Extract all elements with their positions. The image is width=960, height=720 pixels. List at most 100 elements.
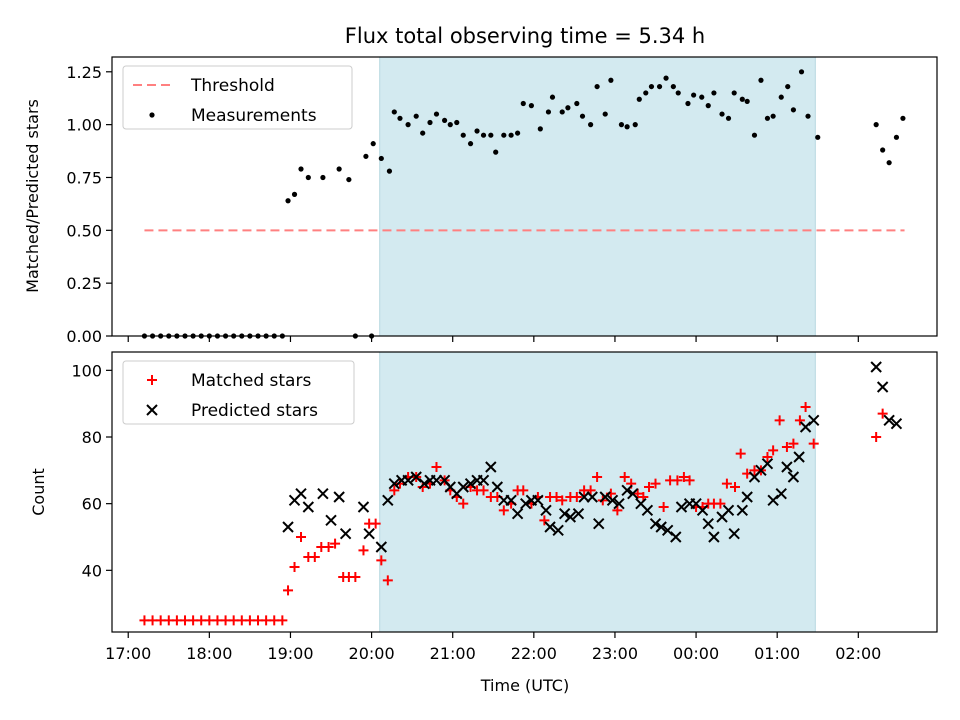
measurement-point xyxy=(624,124,630,130)
x-tick-label: 17:00 xyxy=(105,644,151,663)
predicted-star-point xyxy=(418,477,431,490)
matched-star-point xyxy=(376,555,387,566)
predicted-star-point xyxy=(876,381,889,393)
predicted-star-point xyxy=(572,507,585,520)
matched-star-point xyxy=(781,442,792,452)
y-tick-label: 0.00 xyxy=(66,327,102,346)
predicted-star-point xyxy=(532,494,544,507)
y-tick-label: 0.25 xyxy=(66,274,102,293)
matched-star-point xyxy=(715,498,726,509)
predicted-star-point xyxy=(586,491,598,503)
predicted-star-point xyxy=(544,521,556,533)
y-tick-label: 0.50 xyxy=(66,221,102,240)
x-tick-label: 18:00 xyxy=(186,644,232,663)
predicted-star-point xyxy=(606,494,619,507)
y-tick-label: 1.00 xyxy=(66,116,102,135)
measurement-point xyxy=(480,132,487,138)
predicted-star-point xyxy=(410,471,422,483)
matched-star-point xyxy=(389,485,400,496)
matched-star-point xyxy=(330,538,341,549)
x-tick-label: 02:00 xyxy=(835,644,881,663)
bottom-panel-y-axis-label: Count xyxy=(29,468,48,516)
predicted-star-point xyxy=(761,457,774,470)
matched-star-point xyxy=(350,572,361,582)
predicted-star-point xyxy=(661,524,674,537)
matched-star-point xyxy=(721,478,732,489)
predicted-star-point xyxy=(333,491,345,503)
predicted-star-point xyxy=(890,417,903,430)
matched-star-point xyxy=(289,562,300,572)
measurement-point xyxy=(880,147,886,153)
predicted-star-point xyxy=(767,494,779,507)
measurement-point xyxy=(441,117,448,124)
predicted-star-point xyxy=(511,507,524,520)
measurement-point xyxy=(886,160,892,166)
predicted-star-point xyxy=(295,487,307,500)
x-tick-label: 23:00 xyxy=(592,644,638,663)
matched-star-point xyxy=(458,498,469,509)
measurement-point xyxy=(537,126,543,132)
measurement-point xyxy=(336,166,342,172)
matched-star-point xyxy=(358,545,369,556)
series-predicted-stars xyxy=(282,361,903,553)
measurement-point xyxy=(725,115,732,121)
y-tick-label: 40 xyxy=(82,561,102,580)
matched-star-point xyxy=(382,575,393,586)
measurement-point xyxy=(391,109,397,115)
observing-window-span xyxy=(379,351,816,633)
measurement-point xyxy=(386,168,393,174)
predicted-star-point xyxy=(741,491,753,503)
measurement-point xyxy=(285,198,291,204)
predicted-star-point xyxy=(558,507,571,520)
measurement-point xyxy=(744,98,750,104)
measurement-point xyxy=(574,100,580,107)
matched-star-point xyxy=(632,488,643,499)
measurement-point xyxy=(501,132,507,138)
measurement-point xyxy=(815,134,821,140)
matched-star-point xyxy=(730,482,741,492)
measurement-point xyxy=(636,96,642,102)
measurement-point xyxy=(705,103,711,109)
predicted-star-point xyxy=(375,541,388,553)
measurement-point xyxy=(405,122,411,128)
matched-star-point xyxy=(478,485,489,496)
axes-frame xyxy=(111,351,938,633)
matched-star-point xyxy=(650,478,661,489)
measurement-point xyxy=(346,176,352,183)
matched-star-point xyxy=(323,542,334,552)
predicted-star-point xyxy=(564,511,577,523)
measurement-point xyxy=(691,92,697,98)
top-panel-y-axis-label: Matched/Predicted stars xyxy=(23,99,42,293)
predicted-star-point xyxy=(722,504,735,517)
y-tick-label: 0.75 xyxy=(66,168,102,187)
predicted-star-point xyxy=(613,497,625,510)
legend-label: Threshold xyxy=(190,76,275,96)
x-tick-label: 22:00 xyxy=(511,644,557,663)
predicted-star-point xyxy=(883,414,895,427)
measurement-point xyxy=(467,141,474,147)
predicted-star-point xyxy=(799,421,812,433)
measurement-point xyxy=(320,174,326,181)
predicted-star-point xyxy=(464,477,477,490)
predicted-star-point xyxy=(599,491,611,503)
predicted-star-point xyxy=(282,521,294,533)
measurement-point xyxy=(751,132,758,138)
observing-window-span xyxy=(379,56,816,337)
matched-star-point xyxy=(518,485,529,496)
predicted-star-point xyxy=(736,504,749,517)
predicted-star-point xyxy=(363,527,375,540)
measurement-point xyxy=(798,69,805,75)
matched-star-point xyxy=(735,448,746,459)
measurement-point xyxy=(675,90,681,96)
matched-star-point xyxy=(394,478,405,489)
chart-title: Flux total observing time = 5.34 h xyxy=(345,24,705,48)
predicted-star-point xyxy=(593,517,605,530)
predicted-star-point xyxy=(402,474,414,487)
measurement-point xyxy=(608,77,614,83)
measurement-point xyxy=(602,111,608,117)
predicted-star-point xyxy=(675,501,688,513)
measurement-point xyxy=(528,103,534,109)
predicted-star-point xyxy=(578,491,590,503)
matched-star-point xyxy=(644,482,655,492)
